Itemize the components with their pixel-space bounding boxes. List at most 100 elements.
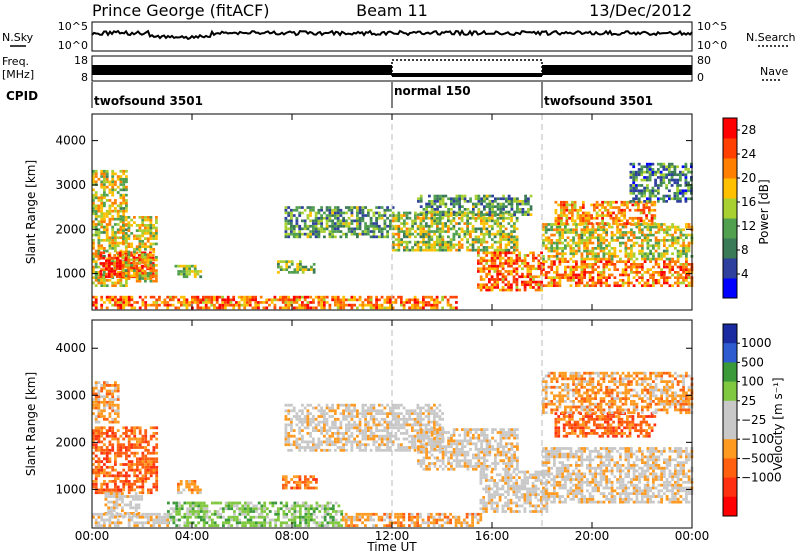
data-cell <box>422 443 425 447</box>
data-cell <box>550 281 554 285</box>
data-cell <box>411 227 414 231</box>
data-cell <box>100 471 104 475</box>
data-cell <box>284 303 288 307</box>
data-cell <box>367 434 370 438</box>
data-cell <box>488 202 492 206</box>
data-cell <box>613 265 617 269</box>
data-cell <box>397 415 400 418</box>
data-cell <box>641 239 644 242</box>
data-cell <box>299 265 302 269</box>
data-cell <box>285 268 289 271</box>
data-cell <box>577 273 581 277</box>
data-cell <box>616 268 619 271</box>
data-cell <box>328 208 332 212</box>
data-cell <box>380 230 384 233</box>
data-cell <box>113 264 117 268</box>
data-cell <box>621 279 625 282</box>
data-cell <box>114 295 117 299</box>
data-cell <box>306 443 310 447</box>
data-cell <box>306 403 310 407</box>
data-cell <box>356 224 359 228</box>
data-cell <box>544 273 548 277</box>
data-cell <box>575 252 578 256</box>
data-cell <box>597 225 600 229</box>
data-cell <box>449 306 453 310</box>
data-cell <box>114 172 117 176</box>
data-cell <box>97 381 101 384</box>
data-cell <box>394 403 398 407</box>
data-cell <box>663 279 666 282</box>
data-cell <box>660 271 663 274</box>
data-cell <box>358 446 362 449</box>
data-cell <box>149 463 153 466</box>
data-cell <box>488 259 491 263</box>
data-cell <box>136 465 139 469</box>
data-cell <box>583 239 586 242</box>
data-cell <box>136 460 139 463</box>
data-cell <box>648 165 652 169</box>
data-cell <box>662 176 666 179</box>
data-cell <box>524 202 527 206</box>
data-cell <box>103 491 106 495</box>
data-cell <box>572 249 575 253</box>
data-cell <box>641 247 644 250</box>
data-cell <box>130 485 134 489</box>
data-cell <box>290 211 293 215</box>
data-cell <box>152 434 156 438</box>
data-cell <box>136 446 139 449</box>
data-cell <box>571 208 574 212</box>
data-cell <box>502 197 505 201</box>
data-cell <box>649 260 652 263</box>
data-cell <box>345 417 348 421</box>
data-cell <box>419 197 423 201</box>
data-cell <box>690 165 693 169</box>
data-cell <box>141 482 145 486</box>
data-cell <box>684 200 688 203</box>
data-cell <box>107 259 111 263</box>
data-cell <box>480 216 483 220</box>
data-cell <box>485 286 488 289</box>
data-cell <box>521 208 525 211</box>
data-cell <box>389 219 392 223</box>
data-cell <box>458 240 461 244</box>
data-cell <box>284 432 288 435</box>
data-cell <box>144 218 147 222</box>
data-cell <box>303 440 307 444</box>
data-cell <box>460 214 464 217</box>
data-cell <box>383 434 387 438</box>
data-cell <box>515 256 519 260</box>
data-cell <box>114 434 117 438</box>
data-cell <box>682 247 685 250</box>
data-cell <box>602 252 606 256</box>
data-cell <box>550 223 554 226</box>
data-cell <box>325 208 329 212</box>
data-cell <box>452 210 456 214</box>
data-cell <box>507 197 511 201</box>
data-cell <box>599 284 603 287</box>
data-cell <box>524 210 527 214</box>
data-cell <box>572 223 575 226</box>
data-cell <box>375 426 378 430</box>
data-cell <box>494 210 497 214</box>
data-cell <box>114 454 117 458</box>
data-cell <box>588 273 592 277</box>
data-cell <box>479 275 483 279</box>
data-cell <box>334 423 337 427</box>
data-cell <box>575 268 578 271</box>
data-cell <box>665 228 669 232</box>
data-cell <box>632 181 636 185</box>
data-cell <box>510 283 513 287</box>
data-cell <box>122 201 126 205</box>
data-cell <box>479 256 483 260</box>
data-cell <box>583 244 586 248</box>
data-cell <box>306 446 310 449</box>
data-cell <box>367 429 370 432</box>
data-cell <box>560 203 563 207</box>
data-cell <box>687 244 691 248</box>
data-cell <box>413 440 417 444</box>
data-cell <box>103 172 106 176</box>
data-cell <box>422 295 425 299</box>
data-cell <box>122 261 125 264</box>
data-cell <box>155 221 158 224</box>
data-cell <box>108 384 112 387</box>
